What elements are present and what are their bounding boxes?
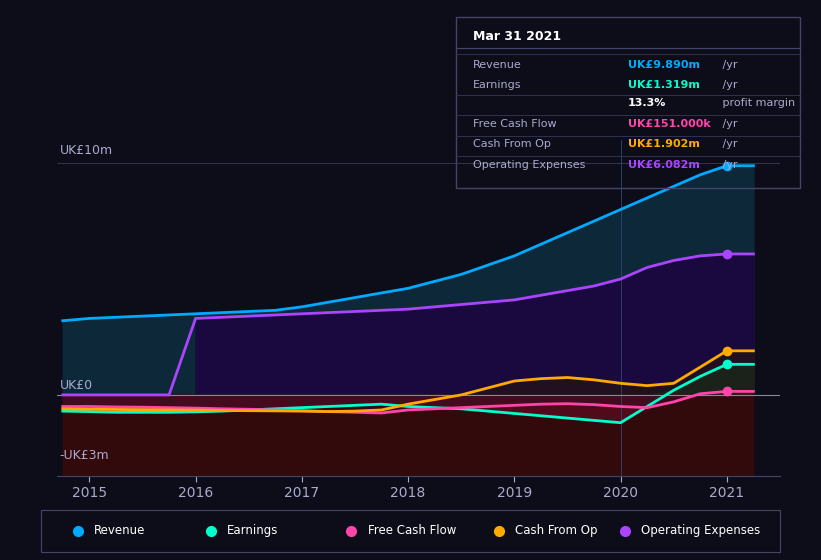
Text: Revenue: Revenue [473,59,521,69]
Text: Operating Expenses: Operating Expenses [641,524,760,537]
Text: Revenue: Revenue [94,524,145,537]
Text: UK£1.902m: UK£1.902m [628,139,700,149]
Text: /yr: /yr [719,139,738,149]
Text: Mar 31 2021: Mar 31 2021 [473,30,561,43]
Text: -UK£3m: -UK£3m [60,449,109,461]
Text: 13.3%: 13.3% [628,98,667,108]
Text: /yr: /yr [719,59,738,69]
Text: UK£9.890m: UK£9.890m [628,59,700,69]
Text: UK£10m: UK£10m [60,144,112,157]
Text: profit margin: profit margin [719,98,796,108]
Text: Cash From Op: Cash From Op [473,139,551,149]
Text: Operating Expenses: Operating Expenses [473,160,585,170]
Text: /yr: /yr [719,80,738,90]
Text: UK£151.000k: UK£151.000k [628,119,711,129]
Text: UK£1.319m: UK£1.319m [628,80,700,90]
Text: Free Cash Flow: Free Cash Flow [368,524,456,537]
Text: /yr: /yr [719,119,738,129]
Text: /yr: /yr [719,160,738,170]
Text: Cash From Op: Cash From Op [516,524,598,537]
Text: Earnings: Earnings [473,80,521,90]
Text: UK£6.082m: UK£6.082m [628,160,700,170]
Text: Free Cash Flow: Free Cash Flow [473,119,557,129]
Text: Earnings: Earnings [227,524,278,537]
Text: UK£0: UK£0 [60,379,93,392]
